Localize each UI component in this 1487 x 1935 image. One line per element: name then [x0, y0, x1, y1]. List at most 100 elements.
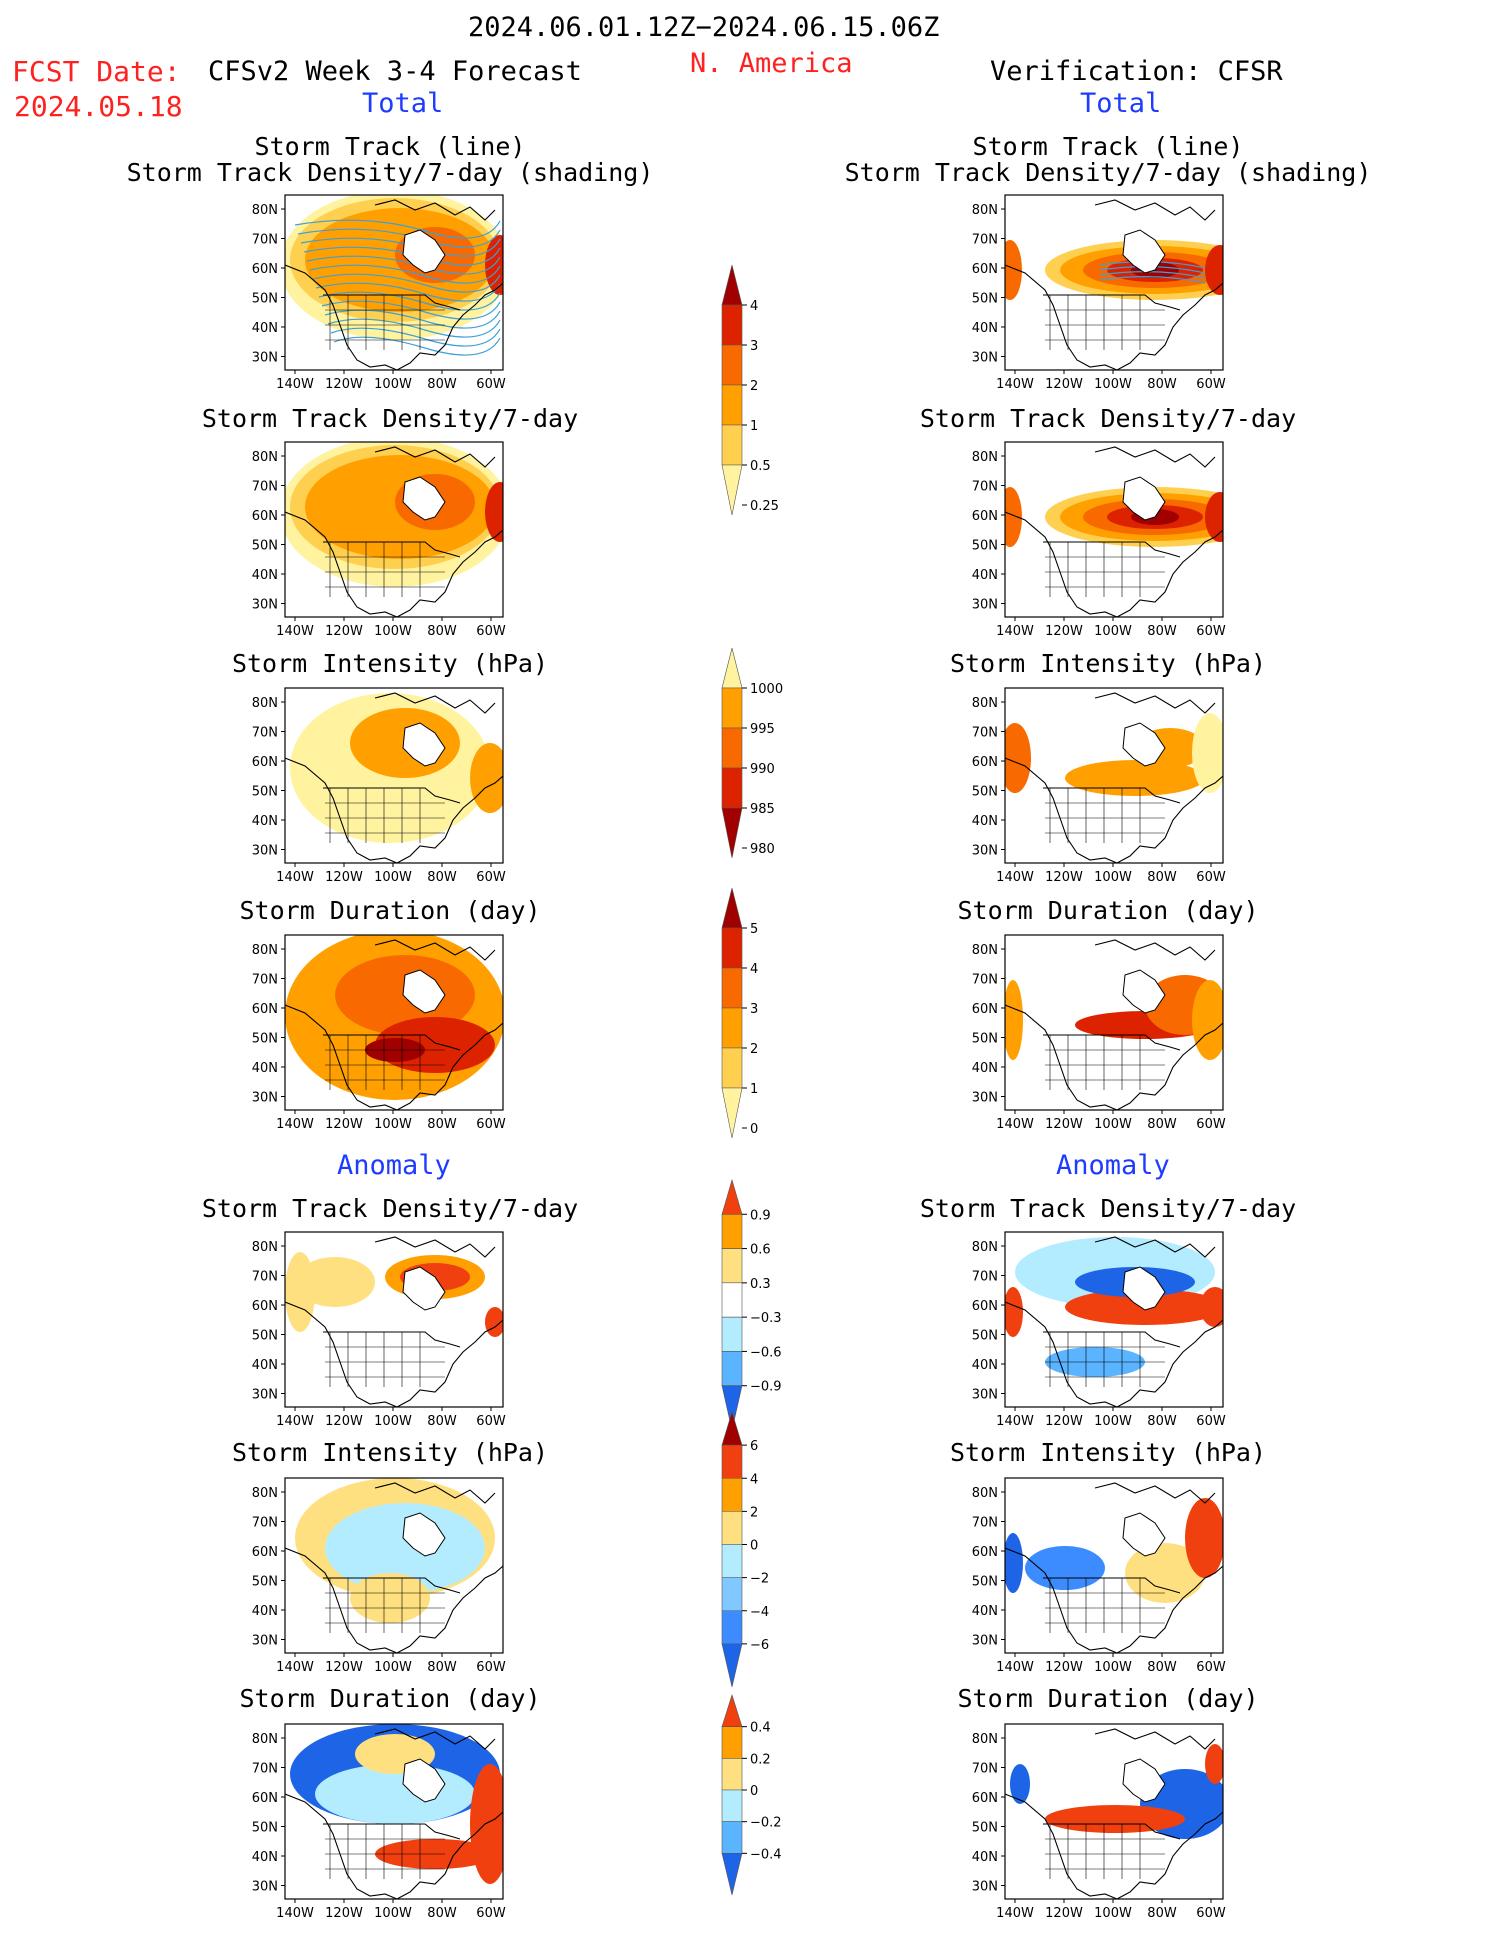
lon-tick-label: 140W: [996, 1414, 1034, 1429]
lat-tick-label: 30N: [252, 598, 278, 613]
lon-tick-label: 140W: [276, 1414, 314, 1429]
colorbar-3: 5 4 3 2 1 0: [721, 887, 758, 1139]
storm-track-line: [315, 282, 501, 302]
shading-region: [1125, 1543, 1205, 1603]
lon-tick-label: 100W: [1094, 377, 1132, 392]
lat-tick-label: 40N: [972, 1850, 998, 1865]
lon-tick-label: 60W: [1196, 870, 1226, 885]
colorbar-swatch: [721, 1047, 743, 1089]
lat-tick-label: 70N: [252, 233, 278, 248]
lon-tick-label: 60W: [476, 1414, 506, 1429]
storm-track-line: [318, 291, 501, 311]
colorbar-label: 6: [750, 1439, 758, 1454]
shading-region: [1005, 1287, 1023, 1337]
lon-tick-label: 60W: [1196, 1414, 1226, 1429]
lat-tick-label: 40N: [972, 814, 998, 829]
panel-1-subtitle-left: Storm Track Density/7-day (shading): [126, 158, 654, 187]
storm-track-line: [1099, 271, 1206, 279]
colorbar-swatch: [721, 1248, 743, 1284]
shading-region: [1205, 1744, 1223, 1784]
lat-tick-label: 60N: [252, 1545, 278, 1560]
right-anomaly-label: Anomaly: [1056, 1150, 1170, 1181]
lon-tick-label: 100W: [1094, 1660, 1132, 1675]
colorbar-1: 4 3 2 1 0.5 0.25: [721, 264, 779, 516]
lat-tick-label: 50N: [972, 1575, 998, 1590]
colorbar-label: 0: [750, 1539, 758, 1554]
colorbar-swatch: [721, 464, 743, 516]
shading-region: [1192, 713, 1223, 793]
lat-tick-label: 80N: [972, 696, 998, 711]
panel-3-title-right: Storm Intensity (hPa): [949, 649, 1267, 678]
colorbar-label: 5: [750, 922, 758, 937]
lat-tick-label: 30N: [252, 1388, 278, 1403]
lon-tick-label: 100W: [1094, 1414, 1132, 1429]
map-right-2: 80N 70N 60N 50N 40N 30N 140W 120W 100W 80W 60W: [972, 441, 1226, 639]
colorbar-label: −6: [750, 1638, 769, 1653]
lon-tick-label: 120W: [1045, 1117, 1083, 1132]
colorbar-swatch: [721, 927, 743, 969]
lat-tick-label: 80N: [972, 450, 998, 465]
lon-tick-label: 140W: [276, 1906, 314, 1921]
lon-tick-label: 120W: [325, 1906, 363, 1921]
lon-tick-label: 120W: [1045, 1414, 1083, 1429]
lon-tick-label: 120W: [325, 377, 363, 392]
lat-tick-label: 50N: [972, 1032, 998, 1047]
lat-tick-label: 80N: [972, 1486, 998, 1501]
lon-tick-label: 60W: [1196, 377, 1226, 392]
colorbar-swatch: [721, 1577, 743, 1612]
colorbar-label: 0.25: [750, 499, 779, 514]
colorbar-label: −0.3: [750, 1311, 782, 1326]
lon-tick-label: 100W: [374, 1414, 412, 1429]
lat-tick-label: 30N: [252, 1634, 278, 1649]
shading-region: [1205, 245, 1223, 295]
lat-tick-label: 30N: [252, 1091, 278, 1106]
lat-tick-label: 60N: [972, 1791, 998, 1806]
lat-tick-label: 60N: [972, 1545, 998, 1560]
lon-tick-label: 80W: [427, 1414, 457, 1429]
lat-tick-label: 40N: [252, 568, 278, 583]
map-right-5: 80N 70N 60N 50N 40N 30N 140W 120W 100W 80W 60W: [972, 1231, 1226, 1429]
panel-7-title-right: Storm Duration (day): [957, 1684, 1259, 1713]
shading-region: [1205, 492, 1223, 542]
lat-tick-label: 30N: [972, 1634, 998, 1649]
lon-tick-label: 120W: [1045, 1660, 1083, 1675]
colorbar-2: 1000 995 990 985 980: [721, 647, 783, 859]
colorbar-swatch: [721, 727, 743, 769]
lon-tick-label: 140W: [996, 870, 1034, 885]
lon-tick-label: 140W: [996, 377, 1034, 392]
colorbar-swatch: [721, 1410, 743, 1446]
colorbar-label: 0.6: [750, 1243, 771, 1258]
colorbar-swatch: [721, 1213, 743, 1249]
fcst-date-value: 2024.05.18: [14, 90, 183, 123]
colorbar-swatch: [721, 767, 743, 809]
lat-tick-label: 60N: [252, 1002, 278, 1017]
lon-tick-label: 80W: [427, 1117, 457, 1132]
lon-tick-label: 100W: [1094, 870, 1132, 885]
map-left-4: 80N 70N 60N 50N 40N 30N 140W 120W 100W 80W 60W: [252, 934, 506, 1132]
colorbar-label: 1: [750, 1082, 758, 1097]
lat-tick-label: 60N: [252, 1791, 278, 1806]
panel-1-title-left: Storm Track (line): [254, 132, 526, 161]
lat-tick-label: 50N: [972, 292, 998, 307]
shading-region: [1010, 1764, 1030, 1804]
lat-tick-label: 40N: [252, 1604, 278, 1619]
panel-1-subtitle-right: Storm Track Density/7-day (shading): [844, 158, 1372, 187]
lat-tick-label: 70N: [972, 1270, 998, 1285]
shading-region: [1185, 1498, 1223, 1578]
lon-tick-label: 120W: [1045, 624, 1083, 639]
colorbar-swatch: [721, 807, 743, 859]
lon-tick-label: 140W: [996, 1117, 1034, 1132]
lat-tick-label: 40N: [972, 321, 998, 336]
lat-tick-label: 80N: [252, 1240, 278, 1255]
colorbar-swatch: [721, 1789, 743, 1822]
colorbar-swatch: [721, 1821, 743, 1854]
lat-tick-label: 70N: [972, 973, 998, 988]
lon-tick-label: 100W: [374, 870, 412, 885]
lon-tick-label: 80W: [1147, 1414, 1177, 1429]
lat-tick-label: 50N: [972, 785, 998, 800]
lat-tick-label: 60N: [972, 1299, 998, 1314]
lat-tick-label: 80N: [252, 696, 278, 711]
shading-region: [1025, 1546, 1105, 1590]
lon-tick-label: 80W: [427, 624, 457, 639]
lon-tick-label: 60W: [476, 870, 506, 885]
